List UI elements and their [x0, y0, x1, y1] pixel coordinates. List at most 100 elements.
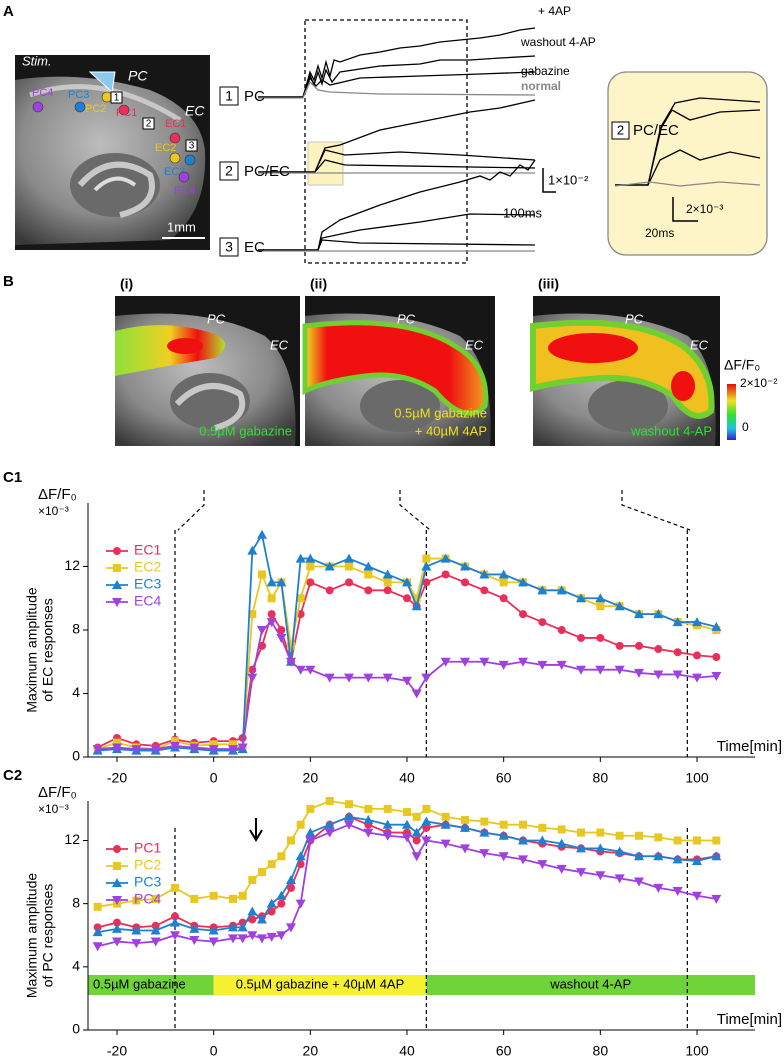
data-point [305, 827, 316, 837]
data-point [402, 676, 412, 686]
data-point [635, 641, 643, 650]
data-point [170, 741, 180, 751]
data-point [692, 856, 702, 866]
data-point [208, 925, 219, 935]
data-point [595, 871, 606, 881]
data-point [411, 601, 422, 611]
data-point [383, 578, 392, 587]
data-point [276, 633, 287, 643]
data-point [209, 740, 218, 749]
data-point [576, 843, 586, 853]
site-marker-label: 2 [146, 119, 152, 130]
data-point [131, 939, 142, 949]
data-point [257, 914, 267, 924]
data-point [112, 923, 122, 933]
data-point [132, 896, 141, 905]
data-point [344, 553, 354, 563]
image-label: EC [690, 337, 709, 352]
data-point [228, 934, 238, 944]
data-point [237, 743, 248, 753]
image-caption: washout 4-AP [630, 423, 712, 438]
data-point [248, 915, 257, 924]
data-point [306, 804, 315, 813]
data-point [672, 887, 683, 897]
data-point [460, 657, 470, 667]
data-point [576, 868, 586, 878]
row-name: EC [244, 239, 265, 256]
data-point [673, 836, 682, 845]
image-label: PC [625, 311, 644, 326]
data-point [228, 745, 238, 755]
data-point [209, 891, 218, 900]
data-point [673, 648, 682, 657]
data-point [382, 673, 393, 683]
data-point [576, 593, 586, 603]
row-box [219, 86, 239, 106]
data-point [595, 843, 606, 853]
data-point [440, 839, 451, 849]
data-point [363, 828, 374, 838]
data-point [537, 835, 548, 845]
x-tick-label: 0 [210, 1043, 218, 1059]
data-point [441, 812, 450, 821]
image-index: (iii) [538, 276, 559, 292]
y-tick-label: 8 [72, 621, 80, 637]
data-point [498, 852, 509, 862]
data-point [112, 937, 122, 947]
data-point [276, 931, 287, 941]
recording-site [178, 171, 190, 183]
data-point [382, 831, 393, 841]
data-point [305, 836, 316, 846]
site-marker [110, 91, 123, 104]
colorbar-label: 2×10⁻² [740, 376, 777, 390]
row-name: PC/EC [244, 163, 290, 180]
data-point [653, 670, 664, 680]
scale-label: 1mm [167, 219, 196, 234]
data-point [295, 899, 306, 909]
data-point [247, 931, 258, 941]
data-point [150, 937, 161, 947]
row-box [611, 121, 630, 140]
series-line [97, 815, 717, 933]
data-point [634, 609, 644, 619]
data-point [266, 618, 277, 628]
data-point [382, 569, 393, 579]
data-point [92, 927, 103, 937]
data-point [276, 890, 287, 900]
unit-scale: ×10⁻³ [38, 504, 69, 518]
data-point [596, 602, 605, 611]
legend-marker [112, 598, 122, 607]
data-point [595, 665, 606, 675]
unit-scale: ×10⁻³ [38, 802, 69, 816]
data-point [692, 673, 702, 683]
y-tick-label: 12 [64, 557, 80, 573]
data-point [421, 561, 432, 571]
data-point [267, 610, 276, 619]
data-point [556, 585, 567, 595]
data-point [363, 814, 374, 824]
trace-label: + 4AP [538, 4, 571, 18]
scale-label: 100ms [503, 205, 543, 220]
x-axis-label: Time[min] [717, 738, 782, 755]
data-point [556, 660, 567, 670]
data-point [113, 738, 121, 747]
image-caption: 0.5µM gabazine [394, 405, 487, 420]
data-point [267, 594, 276, 603]
legend-marker [112, 878, 122, 887]
data-point [277, 852, 286, 861]
unit-label: ΔF/F₀ [38, 784, 77, 801]
data-point [692, 617, 702, 627]
data-point [287, 883, 295, 892]
colorbar-label: 0 [742, 420, 749, 434]
data-point [247, 673, 258, 683]
data-point [305, 665, 316, 675]
legend-label: EC2 [134, 559, 161, 575]
data-point [440, 553, 451, 563]
data-point [557, 626, 566, 634]
data-point [421, 836, 432, 846]
image-index: (i) [120, 276, 133, 292]
data-point [440, 657, 451, 667]
x-tick-label: 80 [593, 1043, 609, 1059]
legend-label: PC3 [134, 874, 161, 890]
recording-site [74, 101, 86, 113]
